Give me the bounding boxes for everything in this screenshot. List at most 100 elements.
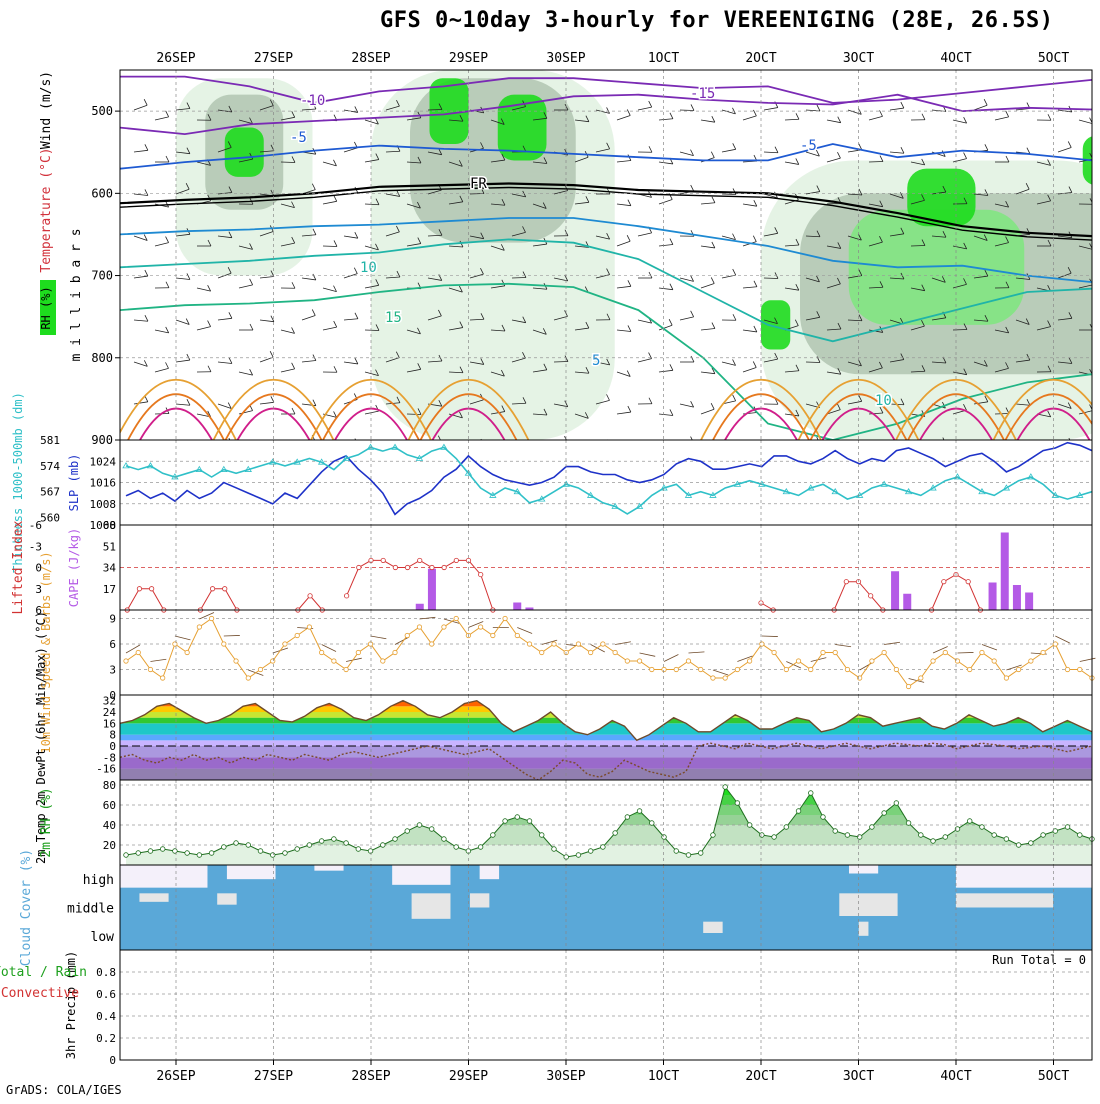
top-date-label: 26SEP (156, 51, 195, 66)
top-date-label: 2OCT (745, 51, 776, 66)
cape-bar (903, 594, 911, 610)
top-date-label: 29SEP (449, 51, 488, 66)
bottom-date-label: 27SEP (254, 1069, 293, 1084)
wind-speed-point (747, 659, 751, 663)
wind-speed-point (503, 616, 507, 620)
rh2m-point (173, 849, 178, 854)
wind-speed-point (613, 650, 617, 654)
rh2m-point (943, 835, 948, 840)
rh2m-point (405, 829, 410, 834)
rh-zone-10 (761, 300, 790, 349)
lifted-index-point (966, 579, 970, 583)
wind-speed-point (601, 642, 605, 646)
rh2m-point (1077, 833, 1082, 838)
rh2m-point (894, 801, 899, 806)
thickness-tick-label: 567 (40, 486, 60, 499)
contour-label: FR (470, 176, 487, 192)
rh2m-point (796, 809, 801, 814)
cloud-gap-low (859, 922, 869, 936)
wind-speed-point (968, 667, 972, 671)
lifted-index-point (308, 594, 312, 598)
contour-label: -5 (290, 130, 307, 146)
slp-tick-label: 1016 (90, 477, 117, 490)
temp-band-3 (120, 740, 1092, 746)
contour-label: 10 (360, 260, 377, 276)
rh2m-point (234, 841, 239, 846)
lifted-index-point (454, 558, 458, 562)
wind-tick-label: 6 (109, 638, 116, 651)
wind-speed-point (173, 642, 177, 646)
wind-speed-point (393, 650, 397, 654)
lifted-index-point (868, 594, 872, 598)
rh2m-point (258, 849, 263, 854)
wind-speed-point (1029, 659, 1033, 663)
lifted-index-point (418, 558, 422, 562)
wind-speed-point (258, 667, 262, 671)
wind-speed-point (307, 625, 311, 629)
wind-speed-point (662, 667, 666, 671)
wind-barb-10m (957, 652, 973, 653)
slp-tick-label: 1024 (90, 455, 117, 468)
lifted-index-point (478, 572, 482, 576)
rh2m-point (601, 845, 606, 850)
rh2m-point (307, 843, 312, 848)
top-date-label: 3OCT (843, 51, 874, 66)
rh2m-point (148, 849, 153, 854)
wind-speed-point (882, 650, 886, 654)
rh2m-point (821, 815, 826, 820)
rh2m-point (478, 845, 483, 850)
rh2m-point (356, 847, 361, 852)
rh2m-point (784, 825, 789, 830)
rh2m-point (698, 851, 703, 856)
rh2m-point (503, 819, 508, 824)
cloud-gap-high (314, 865, 343, 871)
wind-speed-point (417, 625, 421, 629)
lifted-index-point (381, 558, 385, 562)
rh-tick-label: 20 (103, 839, 116, 852)
wind-barb-10m (762, 636, 778, 637)
rh2m-point (539, 833, 544, 838)
top-date-label: 28SEP (351, 51, 390, 66)
bottom-date-label: 28SEP (351, 1069, 390, 1084)
cloud-gap-high (392, 865, 450, 885)
precip-tick-label: 0.2 (96, 1032, 116, 1045)
rh-ylabel: 2m RH (%) (39, 787, 54, 857)
wind-speed-point (833, 650, 837, 654)
rh2m-point (857, 835, 862, 840)
lifted-index-point (942, 579, 946, 583)
rh2m-point (136, 851, 141, 856)
lifted-index-point (223, 587, 227, 591)
rh2m-point (723, 785, 728, 790)
rh2m-point (283, 851, 288, 856)
cape-bar (1001, 533, 1009, 611)
wind-speed-point (992, 659, 996, 663)
lifted-index-point (442, 565, 446, 569)
bottom-date-label: 30SEP (546, 1069, 585, 1084)
temp-tick-label: -8 (103, 751, 116, 764)
wind-speed-point (429, 642, 433, 646)
rh2m-point (515, 815, 520, 820)
chart-title: GFS 0~10day 3-hourly for VEREENIGING (28… (380, 8, 1054, 33)
top-date-label: 4OCT (940, 51, 971, 66)
contour-label: 15 (385, 310, 402, 326)
thickness-tick-label: 560 (40, 512, 60, 525)
lifted-index-point (149, 587, 153, 591)
wind-speed-point (478, 625, 482, 629)
rh2m-point (185, 851, 190, 856)
cloud-gap-high (849, 865, 878, 874)
cloud-gap-high (227, 865, 276, 879)
wind-speed-point (209, 616, 213, 620)
lifted-index-point (405, 565, 409, 569)
cloud-gap-high (120, 865, 207, 888)
rh2m-point (808, 791, 813, 796)
cape-tick-label: 34 (103, 562, 117, 575)
rh2m-point (380, 843, 385, 848)
cloud-gap-middle (956, 893, 1053, 907)
rh2m-point (833, 829, 838, 834)
cape-bar (513, 603, 521, 611)
wind-speed-point (160, 676, 164, 680)
legend-temperature: Temperature (°C) (39, 147, 54, 272)
rh2m-point (197, 853, 202, 858)
precip-tick-label: 0.4 (96, 1010, 116, 1023)
rh-tick-label: 40 (103, 819, 116, 832)
